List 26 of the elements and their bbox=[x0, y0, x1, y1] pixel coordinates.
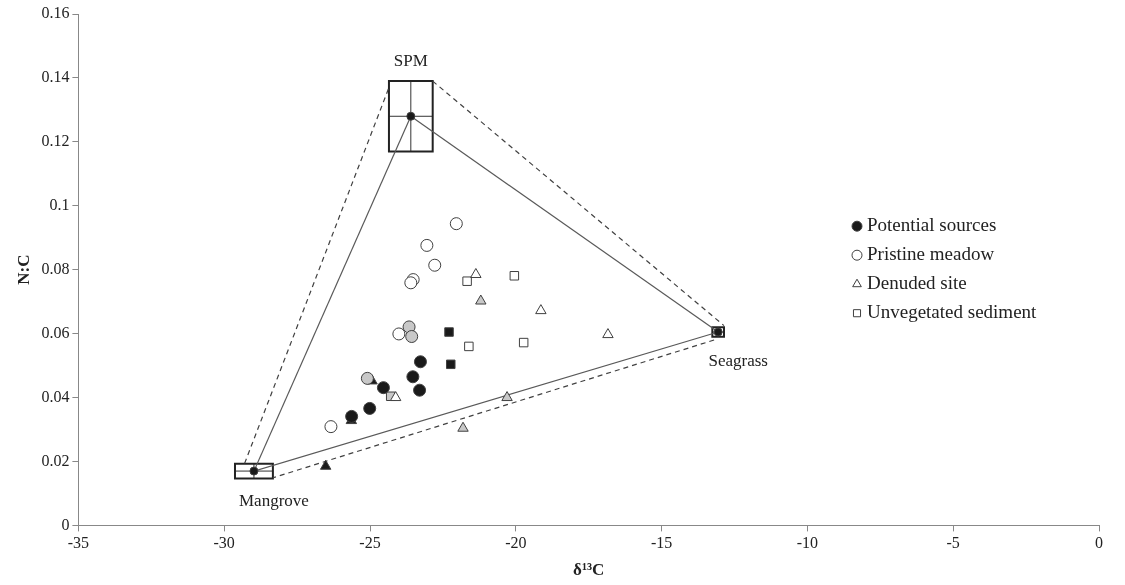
y-tick-label: 0.06 bbox=[41, 323, 70, 341]
legend-label: Unvegetated sediment bbox=[867, 301, 1038, 323]
y-tick-label: 0.14 bbox=[41, 68, 70, 86]
x-axis-title: δ¹³C bbox=[573, 560, 605, 580]
legend-label: Denuded site bbox=[867, 272, 967, 294]
y-tick-label: 0.12 bbox=[41, 132, 70, 150]
y-tick-label: 0.1 bbox=[49, 195, 70, 213]
y-tick-label: 0.08 bbox=[41, 259, 70, 277]
x-tick-label: -15 bbox=[650, 534, 673, 552]
y-axis-title: N:C bbox=[13, 254, 33, 285]
x-tick-label: -25 bbox=[359, 534, 381, 552]
annotation: SPM bbox=[393, 50, 428, 70]
x-tick-label: -20 bbox=[505, 534, 527, 552]
annotation: Mangrove bbox=[239, 490, 309, 510]
y-tick-label: 0.16 bbox=[41, 4, 70, 22]
y-tick-label: 0 bbox=[61, 515, 70, 533]
x-tick-label: 0 bbox=[1095, 534, 1103, 552]
x-tick-label: -35 bbox=[67, 534, 90, 552]
annotation: Seagrass bbox=[708, 351, 768, 371]
x-tick-label: -5 bbox=[946, 534, 960, 552]
y-tick-label: 0.02 bbox=[41, 451, 70, 469]
y-tick-label: 0.04 bbox=[41, 387, 70, 405]
x-tick-label: -30 bbox=[213, 534, 235, 552]
x-tick-label: -10 bbox=[796, 534, 819, 552]
legend-label: Potential sources bbox=[867, 214, 997, 236]
legend-label: Pristine meadow bbox=[867, 243, 995, 265]
